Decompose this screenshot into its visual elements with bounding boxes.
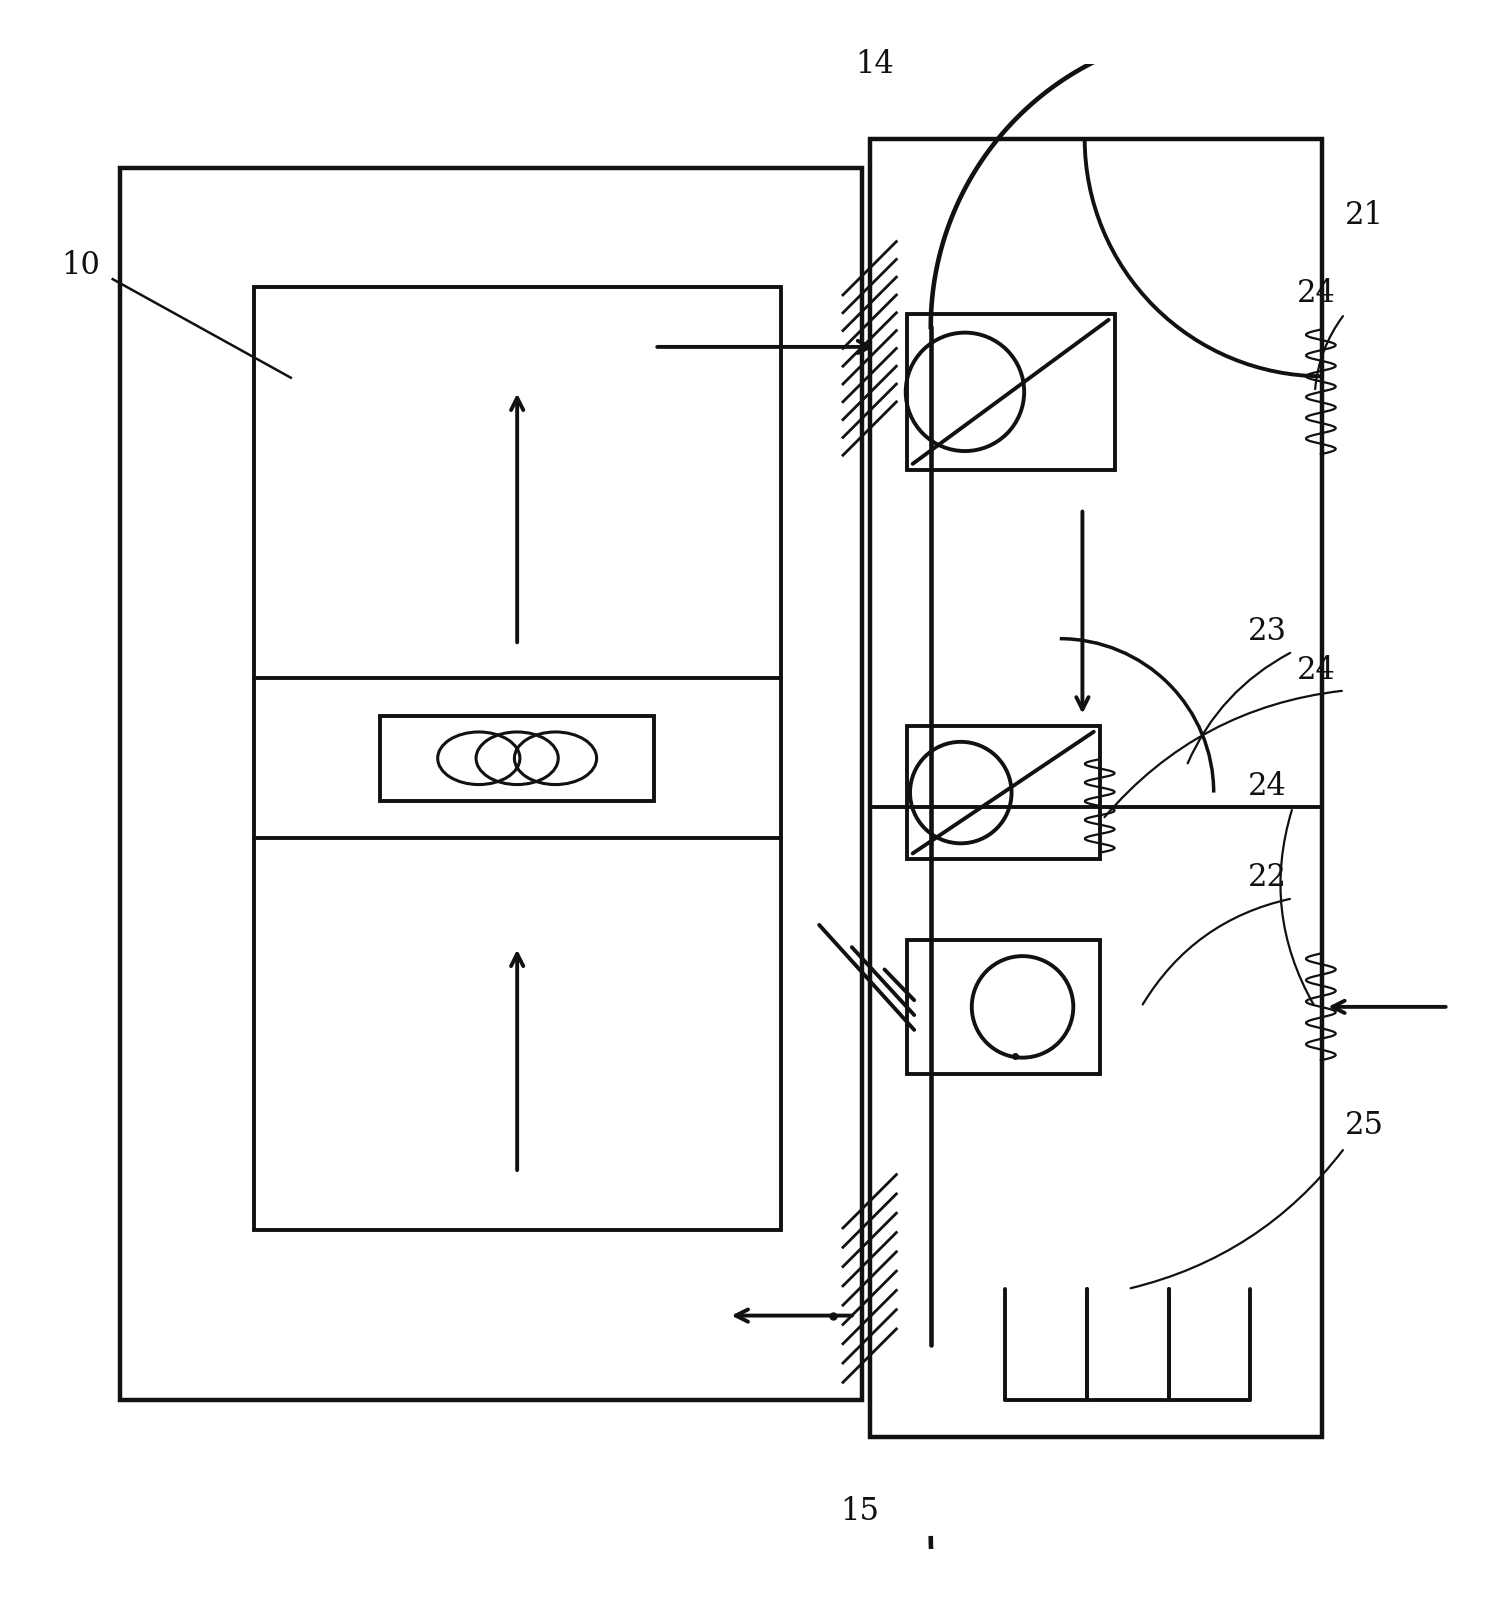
- Text: 21: 21: [1344, 200, 1383, 231]
- Bar: [907, 726, 1100, 860]
- Text: 24: 24: [1248, 771, 1286, 802]
- Bar: [381, 717, 654, 801]
- Bar: [870, 139, 1322, 1438]
- Text: 22: 22: [1248, 862, 1288, 893]
- Text: 10: 10: [61, 250, 100, 281]
- Text: 24: 24: [1297, 654, 1335, 684]
- Bar: [907, 941, 1100, 1073]
- Text: 15: 15: [840, 1495, 879, 1525]
- Bar: [907, 315, 1115, 470]
- Bar: [120, 169, 862, 1401]
- Bar: [254, 287, 781, 1230]
- Text: 23: 23: [1248, 615, 1288, 646]
- Text: 25: 25: [1344, 1109, 1383, 1141]
- Text: 24: 24: [1297, 278, 1335, 308]
- Text: 14: 14: [855, 48, 894, 79]
